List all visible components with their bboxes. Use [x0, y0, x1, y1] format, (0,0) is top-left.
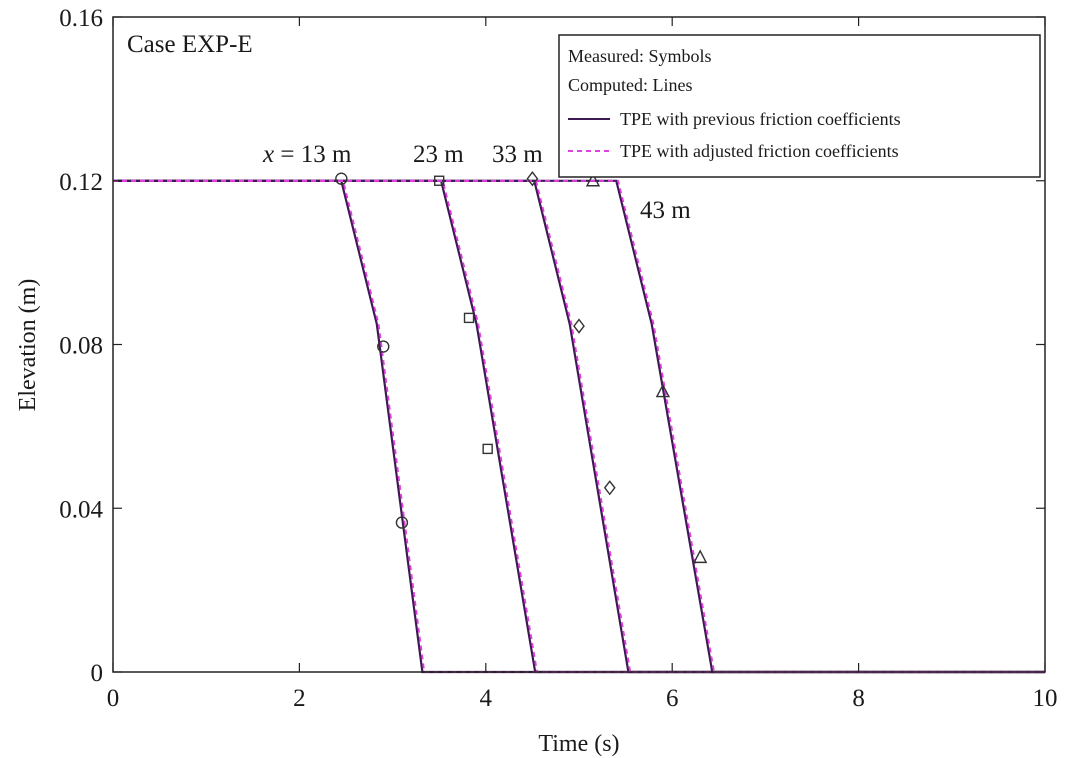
- annotation-33m: 33 m: [492, 141, 543, 168]
- y-axis-label: Elevation (m): [15, 279, 41, 412]
- marker-diamond-33m-0: [526, 171, 539, 187]
- legend-label-previous: TPE with previous friction coefficients: [620, 109, 901, 129]
- x-tick-label: 10: [1033, 685, 1058, 712]
- y-tick-label: 0.16: [59, 5, 103, 32]
- marker-square-23m-1: [463, 312, 475, 324]
- annotation-13m: x = 13 m: [262, 141, 352, 168]
- annotation-23m: 23 m: [413, 141, 464, 168]
- marker-triangle-43m-1: [655, 383, 671, 398]
- legend: Measured: Symbols Computed: Lines TPE wi…: [558, 34, 1041, 178]
- x-tick-label: 6: [666, 685, 679, 712]
- x-tick-label: 2: [293, 685, 306, 712]
- marker-circle-13m-2: [395, 516, 409, 529]
- legend-box: [558, 34, 1041, 178]
- x-axis-label: Time (s): [538, 731, 619, 757]
- annotation-43m: 43 m: [640, 197, 691, 224]
- marker-square-23m-0: [434, 175, 445, 186]
- marker-circle-13m-0: [335, 172, 348, 185]
- annotation-13m-var: x: [262, 141, 274, 168]
- legend-header-computed: Computed: Lines: [568, 75, 693, 95]
- measured-markers: [335, 171, 708, 564]
- y-tick-label: 0: [91, 660, 104, 687]
- x-tick-label: 4: [480, 685, 493, 712]
- marker-triangle-43m-2: [693, 549, 708, 564]
- marker-circle-13m-1: [377, 340, 390, 353]
- marker-diamond-33m-1: [573, 318, 585, 334]
- marker-triangle-43m-0: [585, 172, 601, 187]
- marker-diamond-33m-2: [603, 480, 616, 496]
- x-tick-label: 0: [107, 685, 120, 712]
- axes: 0 2 4 6 8 10 0 0.04 0.08 0.12 0.16: [59, 5, 1057, 712]
- y-tick-label: 0.12: [59, 169, 103, 196]
- legend-header-measured: Measured: Symbols: [568, 46, 712, 66]
- marker-square-23m-2: [482, 443, 493, 455]
- y-tick-label: 0.08: [59, 333, 103, 360]
- x-tick-label: 8: [852, 685, 865, 712]
- case-label: Case EXP-E: [127, 31, 253, 58]
- annotation-13m-rest: = 13 m: [274, 141, 352, 168]
- legend-label-adjusted: TPE with adjusted friction coefficients: [620, 141, 899, 161]
- y-tick-label: 0.04: [59, 496, 103, 523]
